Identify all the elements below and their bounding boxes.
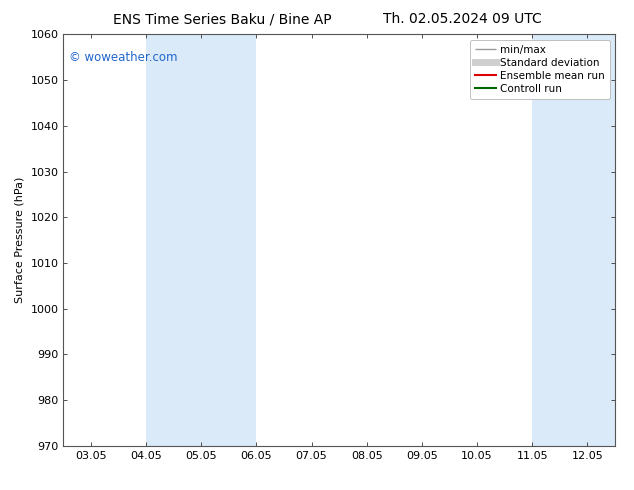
Text: ENS Time Series Baku / Bine AP: ENS Time Series Baku / Bine AP (113, 12, 331, 26)
Legend: min/max, Standard deviation, Ensemble mean run, Controll run: min/max, Standard deviation, Ensemble me… (470, 40, 610, 99)
Text: © woweather.com: © woweather.com (69, 51, 178, 64)
Bar (533, 34, 615, 446)
Text: Th. 02.05.2024 09 UTC: Th. 02.05.2024 09 UTC (384, 12, 542, 26)
Y-axis label: Surface Pressure (hPa): Surface Pressure (hPa) (15, 177, 25, 303)
Bar (146, 34, 256, 446)
